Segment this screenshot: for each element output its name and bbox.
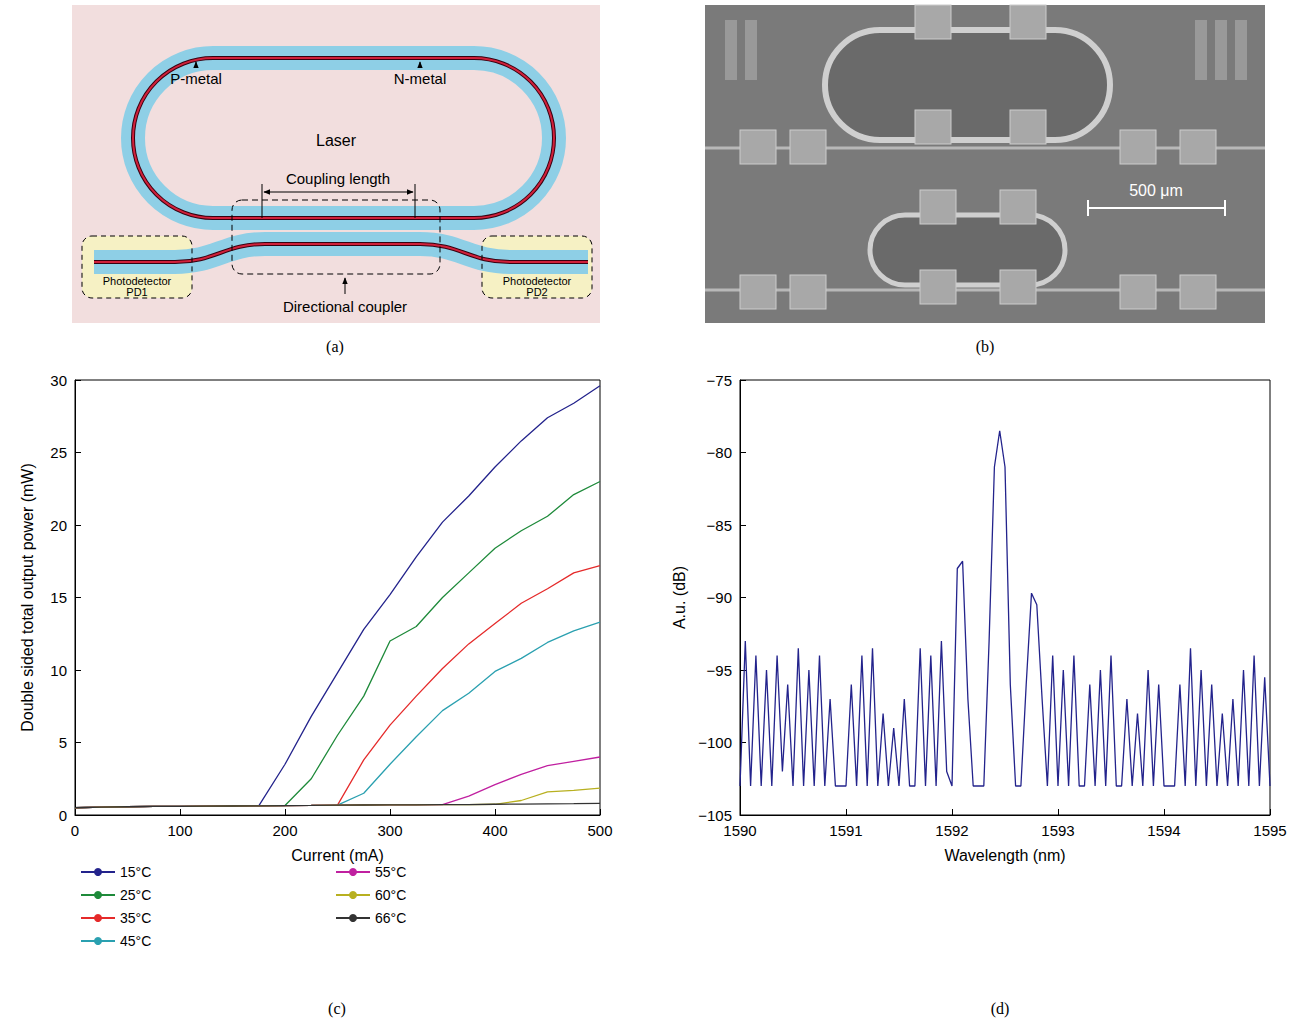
svg-text:Wavelength (nm): Wavelength (nm): [944, 847, 1065, 864]
html-text:(c): (c): [328, 1000, 346, 1017]
svg-text:400: 400: [482, 822, 507, 839]
svg-text:PD2: PD2: [526, 286, 547, 298]
svg-text:1590: 1590: [723, 822, 756, 839]
svg-text:0: 0: [71, 822, 79, 839]
svg-text:500 μm: 500 μm: [1129, 182, 1183, 199]
svg-text:−75: −75: [707, 372, 732, 389]
svg-text:P-metal: P-metal: [170, 70, 222, 87]
svg-text:66°C: 66°C: [375, 910, 406, 926]
svg-text:Photodetector: Photodetector: [502, 275, 572, 287]
svg-text:1594: 1594: [1147, 822, 1180, 839]
svg-text:60°C: 60°C: [375, 887, 406, 903]
svg-text:45°C: 45°C: [120, 933, 151, 949]
svg-text:N-metal: N-metal: [394, 70, 447, 87]
svg-text:−85: −85: [707, 517, 732, 534]
html-text:(d): (d): [990, 1000, 1010, 1017]
svg-text:10: 10: [50, 662, 67, 679]
svg-text:55°C: 55°C: [375, 864, 406, 880]
svg-text:1591: 1591: [829, 822, 862, 839]
svg-text:100: 100: [167, 822, 192, 839]
svg-text:25°C: 25°C: [120, 887, 151, 903]
svg-text:−100: −100: [698, 734, 732, 751]
svg-text:−80: −80: [707, 444, 732, 461]
svg-text:Double sided total output powe: Double sided total output power (mW): [19, 463, 36, 732]
svg-text:5: 5: [59, 734, 67, 751]
svg-text:15°C: 15°C: [120, 864, 151, 880]
svg-text:PD1: PD1: [126, 286, 147, 298]
svg-text:Coupling length: Coupling length: [286, 170, 390, 187]
svg-text:1593: 1593: [1041, 822, 1074, 839]
svg-text:Laser: Laser: [316, 132, 357, 149]
html-text:(b): (b): [975, 338, 995, 355]
svg-text:1592: 1592: [935, 822, 968, 839]
svg-text:1595: 1595: [1253, 822, 1286, 839]
svg-text:30: 30: [50, 372, 67, 389]
html-text:(a): (a): [326, 338, 344, 355]
svg-text:Current (mA): Current (mA): [291, 847, 383, 864]
svg-text:15: 15: [50, 589, 67, 606]
svg-text:Directional coupler: Directional coupler: [283, 298, 407, 315]
svg-text:−90: −90: [707, 589, 732, 606]
svg-text:25: 25: [50, 444, 67, 461]
svg-text:A.u. (dB): A.u. (dB): [671, 566, 688, 629]
svg-text:−95: −95: [707, 662, 732, 679]
svg-text:300: 300: [377, 822, 402, 839]
svg-text:200: 200: [272, 822, 297, 839]
svg-text:500: 500: [587, 822, 612, 839]
svg-text:0: 0: [59, 807, 67, 824]
svg-text:Photodetector: Photodetector: [102, 275, 172, 287]
svg-text:35°C: 35°C: [120, 910, 151, 926]
svg-text:−105: −105: [698, 807, 732, 824]
svg-text:20: 20: [50, 517, 67, 534]
